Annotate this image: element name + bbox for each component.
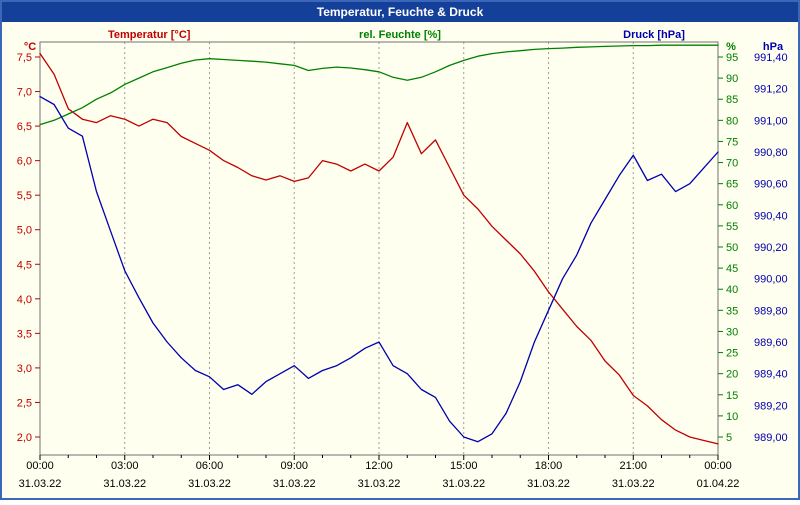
tick-label: 01.04.22 [697,478,740,490]
tick-label: 989,60 [754,337,788,349]
tick-label: 06:00 [196,460,224,472]
tick-label: 4,5 [17,259,32,271]
tick-label: 03:00 [111,460,139,472]
tick-label: 7,0 [17,87,32,99]
tick-label: 30 [726,326,738,338]
tick-label: 990,80 [754,147,788,159]
tick-label: 5,5 [17,190,32,202]
tick-label: 31.03.22 [188,478,231,490]
tick-label: 09:00 [280,460,308,472]
tick-label: 31.03.22 [527,478,570,490]
tick-label: 2,0 [17,432,32,444]
tick-label: 55 [726,221,738,233]
humidity-axis-title: rel. Feuchte [%] [359,29,441,41]
tick-label: 6,0 [17,156,32,168]
tick-label: 00:00 [704,460,732,472]
temperature-unit-label: °C [24,41,36,53]
tick-label: 990,40 [754,210,788,222]
tick-label: 20 [726,369,738,381]
tick-label: 6,5 [17,121,32,133]
tick-label: 31.03.22 [103,478,146,490]
plot-area: 00:00 31.03.22 03:00 31.03.22 06:00 31.03.22 0… [17,41,788,490]
tick-label: 70 [726,158,738,170]
tick-label: 5,0 [17,225,32,237]
tick-label: 3,5 [17,328,32,340]
pressure-axis: 989,00 989,20 989,40 989,60 989,80 990,00 990,… [754,52,788,444]
pressure-axis-title: Druck [hPa] [623,29,685,41]
temperature-axis-title: Temperatur [°C] [108,29,191,41]
tick-label: 75 [726,136,738,148]
temperature-axis: 2,0 2,5 3,0 3,5 4,0 4,5 5,0 5,5 6,0 6,5 7,0 7,5 [17,52,40,444]
tick-label: 45 [726,263,738,275]
tick-label: 990,60 [754,179,788,191]
tick-label: 95 [726,52,738,64]
tick-label: 90 [726,73,738,85]
tick-label: 65 [726,179,738,191]
tick-label: 00:00 [26,460,54,472]
tick-label: 10 [726,411,738,423]
tick-label: 991,00 [754,115,788,127]
tick-label: 25 [726,348,738,360]
tick-label: 31.03.22 [358,478,401,490]
pressure-line [39,95,719,443]
tick-label: 31.03.22 [442,478,485,490]
titlebar [2,2,798,22]
pressure-unit-label: hPa [763,41,784,53]
tick-label: 990,00 [754,274,788,286]
x-axis: 00:00 31.03.22 03:00 31.03.22 06:00 31.03.22 0… [19,455,740,490]
tick-label: 2,5 [17,397,32,409]
gridlines [124,42,634,455]
tick-label: 60 [726,200,738,212]
tick-label: 31.03.22 [612,478,655,490]
tick-label: 991,40 [754,52,788,64]
tick-label: 989,80 [754,305,788,317]
tick-label: 21:00 [619,460,647,472]
tick-label: 31.03.22 [19,478,62,490]
tick-label: 85 [726,94,738,106]
window-title: Temperatur, Feuchte & Druck [317,5,484,19]
tick-label: 12:00 [365,460,393,472]
tick-label: 31.03.22 [273,478,316,490]
tick-label: 3,0 [17,363,32,375]
tick-label: 15 [726,390,738,402]
temperature-line [39,52,719,445]
tick-label: 991,20 [754,84,788,96]
tick-label: 5 [726,432,732,444]
tick-label: 35 [726,305,738,317]
tick-label: 50 [726,242,738,254]
tick-label: 15:00 [450,460,478,472]
tick-label: 80 [726,115,738,127]
humidity-axis: 5 10 15 20 25 30 35 40 45 50 55 60 65 70 75 80 85 90 95 [718,52,738,444]
tick-label: 4,0 [17,294,32,306]
tick-label: 40 [726,284,738,296]
tick-label: 18:00 [535,460,563,472]
tick-label: 989,40 [754,369,788,381]
tick-label: 989,20 [754,400,788,412]
humidity-line [39,44,719,126]
tick-label: 989,00 [754,432,788,444]
tick-label: 7,5 [17,52,32,64]
humidity-unit-label: % [726,41,736,53]
tick-label: 990,20 [754,242,788,254]
